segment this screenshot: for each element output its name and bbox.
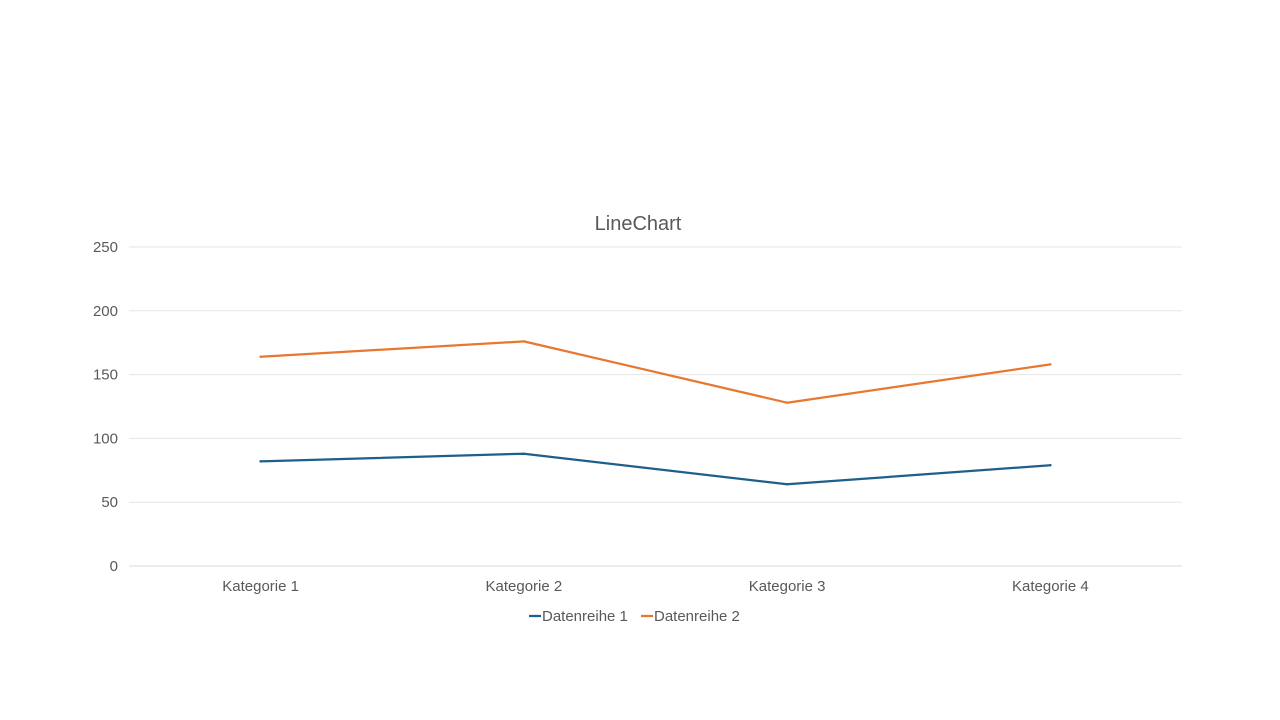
series-lines	[259, 340, 1052, 486]
y-tick-label: 0	[110, 558, 118, 575]
data-point	[1049, 463, 1052, 467]
x-tick-label: Kategorie 2	[486, 578, 563, 595]
legend-label: Datenreihe 2	[654, 608, 740, 625]
legend-label: Datenreihe 1	[542, 608, 628, 625]
chart-title: LineChart	[595, 213, 682, 235]
x-tick-label: Kategorie 3	[749, 578, 826, 595]
y-tick-label: 100	[93, 430, 118, 447]
data-point	[785, 483, 789, 486]
x-axis-tick-labels: Kategorie 1 Kategorie 2 Kategorie 3 Kategor…	[222, 578, 1088, 595]
legend: Datenreihe 1 Datenreihe 2	[529, 608, 740, 625]
y-tick-label: 250	[93, 239, 118, 256]
series-line-1	[259, 452, 1052, 486]
series-line-2	[259, 340, 1052, 404]
y-tick-label: 200	[93, 303, 118, 320]
y-tick-label: 150	[93, 367, 118, 384]
gridlines	[129, 246, 1182, 567]
legend-item: Datenreihe 1	[529, 608, 628, 625]
data-point	[1049, 363, 1052, 366]
data-point	[522, 452, 526, 455]
x-tick-label: Kategorie 1	[222, 578, 299, 595]
y-tick-label: 50	[101, 494, 118, 511]
legend-item: Datenreihe 2	[641, 608, 740, 625]
data-point	[785, 401, 789, 404]
data-point	[259, 460, 262, 463]
y-axis-tick-labels: 0 50 100 150 200 250	[93, 239, 118, 575]
x-tick-label: Kategorie 4	[1012, 578, 1089, 595]
data-point	[259, 355, 262, 358]
data-point	[522, 340, 526, 343]
